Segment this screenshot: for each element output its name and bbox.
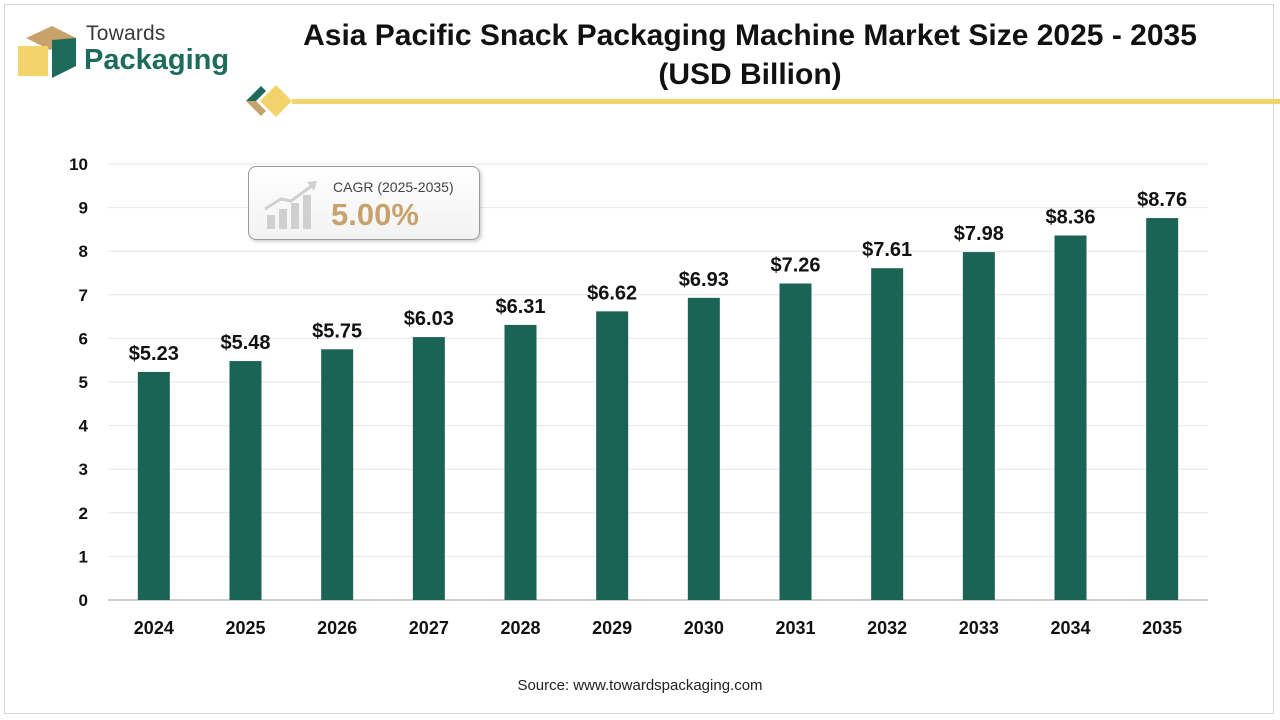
data-label: $7.61 bbox=[862, 239, 912, 261]
y-tick-label: 10 bbox=[69, 155, 88, 174]
y-tick-label: 0 bbox=[79, 591, 88, 610]
data-label: $5.48 bbox=[220, 332, 270, 354]
bar bbox=[962, 252, 995, 600]
cagr-value: 5.00% bbox=[331, 197, 419, 232]
bar bbox=[504, 324, 537, 600]
x-tick-label: 2026 bbox=[317, 618, 357, 638]
x-tick-label: 2027 bbox=[409, 618, 449, 638]
bar bbox=[137, 371, 170, 600]
chart-frame bbox=[4, 4, 1274, 714]
title-underline bbox=[292, 99, 1280, 104]
y-tick-label: 6 bbox=[79, 329, 88, 348]
x-tick-label: 2024 bbox=[134, 618, 174, 638]
bar bbox=[229, 361, 262, 600]
x-tick-label: 2034 bbox=[1050, 618, 1090, 638]
x-tick-label: 2031 bbox=[775, 618, 815, 638]
cagr-label: CAGR (2025-2035) bbox=[333, 179, 454, 195]
x-tick-label: 2033 bbox=[959, 618, 999, 638]
bar bbox=[596, 311, 629, 600]
chart-title: Asia Pacific Snack Packaging Machine Mar… bbox=[303, 19, 1197, 91]
data-label: $7.26 bbox=[770, 254, 820, 276]
y-tick-label: 9 bbox=[79, 199, 88, 218]
source-note: Source: www.towardspackaging.com bbox=[517, 677, 763, 694]
x-tick-label: 2029 bbox=[592, 618, 632, 638]
data-label: $7.98 bbox=[954, 223, 1004, 245]
data-label: $6.03 bbox=[404, 308, 454, 330]
y-tick-label: 1 bbox=[79, 547, 88, 566]
y-tick-label: 2 bbox=[79, 504, 88, 523]
data-label: $5.75 bbox=[312, 320, 362, 342]
bar bbox=[1054, 235, 1087, 600]
brand-name-line1: Towards bbox=[86, 22, 166, 45]
brand-name-line2: Packaging bbox=[84, 44, 230, 76]
growth-chart-icon bbox=[264, 181, 317, 229]
x-tick-label: 2025 bbox=[225, 618, 265, 638]
bar bbox=[687, 297, 720, 600]
x-tick-label: 2028 bbox=[500, 618, 540, 638]
y-tick-label: 8 bbox=[79, 242, 88, 261]
bar bbox=[321, 349, 354, 600]
bar bbox=[1146, 218, 1179, 600]
bar bbox=[871, 268, 904, 600]
x-tick-label: 2035 bbox=[1142, 618, 1182, 638]
y-tick-label: 5 bbox=[79, 373, 88, 392]
data-label: $8.36 bbox=[1045, 207, 1095, 229]
data-label: $5.23 bbox=[129, 343, 179, 365]
data-label: $8.76 bbox=[1137, 189, 1187, 211]
y-tick-label: 4 bbox=[79, 417, 89, 436]
x-tick-label: 2032 bbox=[867, 618, 907, 638]
data-label: $6.31 bbox=[495, 296, 545, 318]
y-tick-label: 7 bbox=[79, 286, 88, 305]
diamond-accent-icon bbox=[246, 85, 292, 117]
data-label: $6.62 bbox=[587, 282, 637, 304]
bar bbox=[412, 337, 445, 600]
box-logo-icon bbox=[18, 26, 76, 78]
y-tick-label: 3 bbox=[79, 460, 88, 479]
cagr-callout: CAGR (2025-2035) 5.00% bbox=[248, 166, 480, 240]
x-tick-label: 2030 bbox=[684, 618, 724, 638]
bar bbox=[779, 283, 812, 600]
data-label: $6.93 bbox=[679, 269, 729, 291]
brand-logo: Towards Packaging bbox=[18, 18, 238, 88]
